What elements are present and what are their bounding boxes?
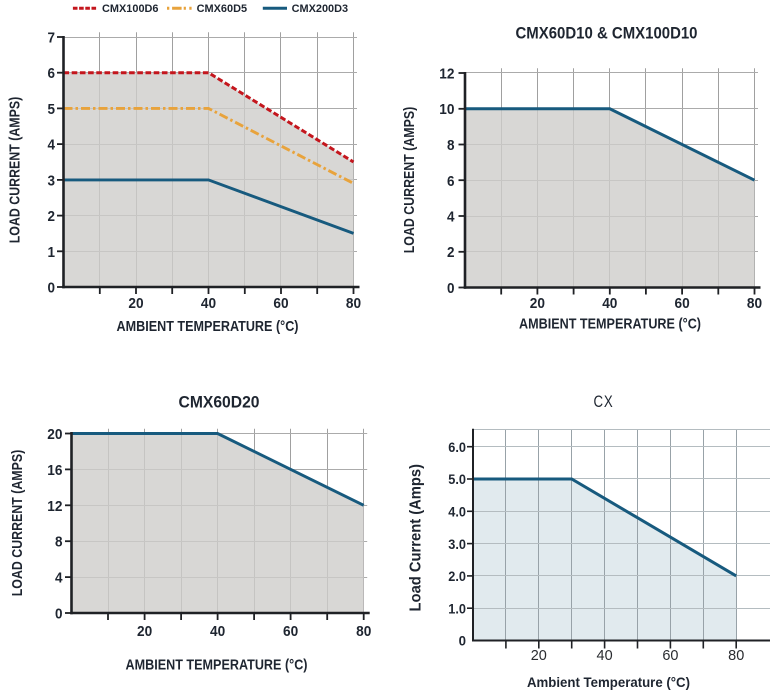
svg-text:CX: CX [594,392,614,411]
svg-text:6: 6 [447,173,455,190]
svg-text:Load Current (Amps): Load Current (Amps) [408,464,425,612]
svg-text:1.0: 1.0 [448,600,466,616]
svg-text:CMX100D6: CMX100D6 [102,3,159,15]
svg-text:12: 12 [47,498,62,515]
svg-text:12: 12 [439,66,454,83]
svg-text:LOAD CURRENT (AMPS): LOAD CURRENT (AMPS) [9,450,26,597]
svg-text:60: 60 [662,647,678,664]
svg-text:40: 40 [201,295,216,312]
svg-text:60: 60 [283,623,298,640]
svg-text:5.0: 5.0 [448,471,466,487]
svg-text:6: 6 [48,65,56,82]
svg-text:20: 20 [128,295,143,312]
svg-text:2.0: 2.0 [448,568,466,584]
svg-text:4: 4 [48,137,56,154]
svg-text:20: 20 [530,295,545,312]
svg-text:4: 4 [55,570,63,587]
svg-text:CMX60D10 & CMX100D10: CMX60D10 & CMX100D10 [516,24,698,43]
svg-text:40: 40 [210,623,225,640]
svg-text:40: 40 [597,647,613,664]
svg-text:2: 2 [48,208,56,225]
svg-text:0: 0 [447,280,455,297]
svg-text:3: 3 [48,172,56,189]
svg-text:8: 8 [55,534,63,551]
svg-text:16: 16 [47,462,62,479]
svg-text:20: 20 [531,647,547,664]
svg-text:1: 1 [48,244,56,261]
svg-text:CMX60D5: CMX60D5 [197,3,248,15]
svg-text:CMX200D3: CMX200D3 [292,3,349,15]
svg-text:60: 60 [273,295,288,312]
svg-text:80: 80 [346,295,361,312]
svg-text:4.0: 4.0 [448,504,466,520]
svg-text:80: 80 [747,295,762,312]
svg-text:AMBIENT TEMPERATURE (°C): AMBIENT TEMPERATURE (°C) [126,656,308,673]
svg-text:0: 0 [55,606,63,623]
svg-text:80: 80 [728,647,744,664]
svg-text:LOAD CURRENT (AMPS): LOAD CURRENT (AMPS) [7,97,24,244]
svg-text:CMX60D20: CMX60D20 [179,393,260,412]
svg-text:20: 20 [137,623,152,640]
svg-text:4: 4 [447,209,455,226]
svg-text:8: 8 [447,137,455,154]
svg-text:2: 2 [447,244,455,261]
svg-text:60: 60 [675,295,690,312]
svg-text:AMBIENT TEMPERATURE (°C): AMBIENT TEMPERATURE (°C) [519,316,701,333]
svg-text:6.0: 6.0 [448,439,466,455]
svg-text:40: 40 [602,295,617,312]
svg-text:LOAD CURRENT (AMPS): LOAD CURRENT (AMPS) [401,107,418,254]
svg-text:7: 7 [48,30,56,47]
svg-text:10: 10 [439,101,454,118]
svg-text:0: 0 [459,633,467,649]
svg-text:Ambient Temperature (°C): Ambient Temperature (°C) [527,674,690,690]
svg-text:AMBIENT TEMPERATURE (°C): AMBIENT TEMPERATURE (°C) [117,318,299,335]
svg-text:0: 0 [48,280,56,297]
svg-text:20: 20 [47,426,62,443]
svg-text:3.0: 3.0 [448,536,466,552]
svg-text:5: 5 [48,101,56,118]
svg-text:80: 80 [356,623,371,640]
